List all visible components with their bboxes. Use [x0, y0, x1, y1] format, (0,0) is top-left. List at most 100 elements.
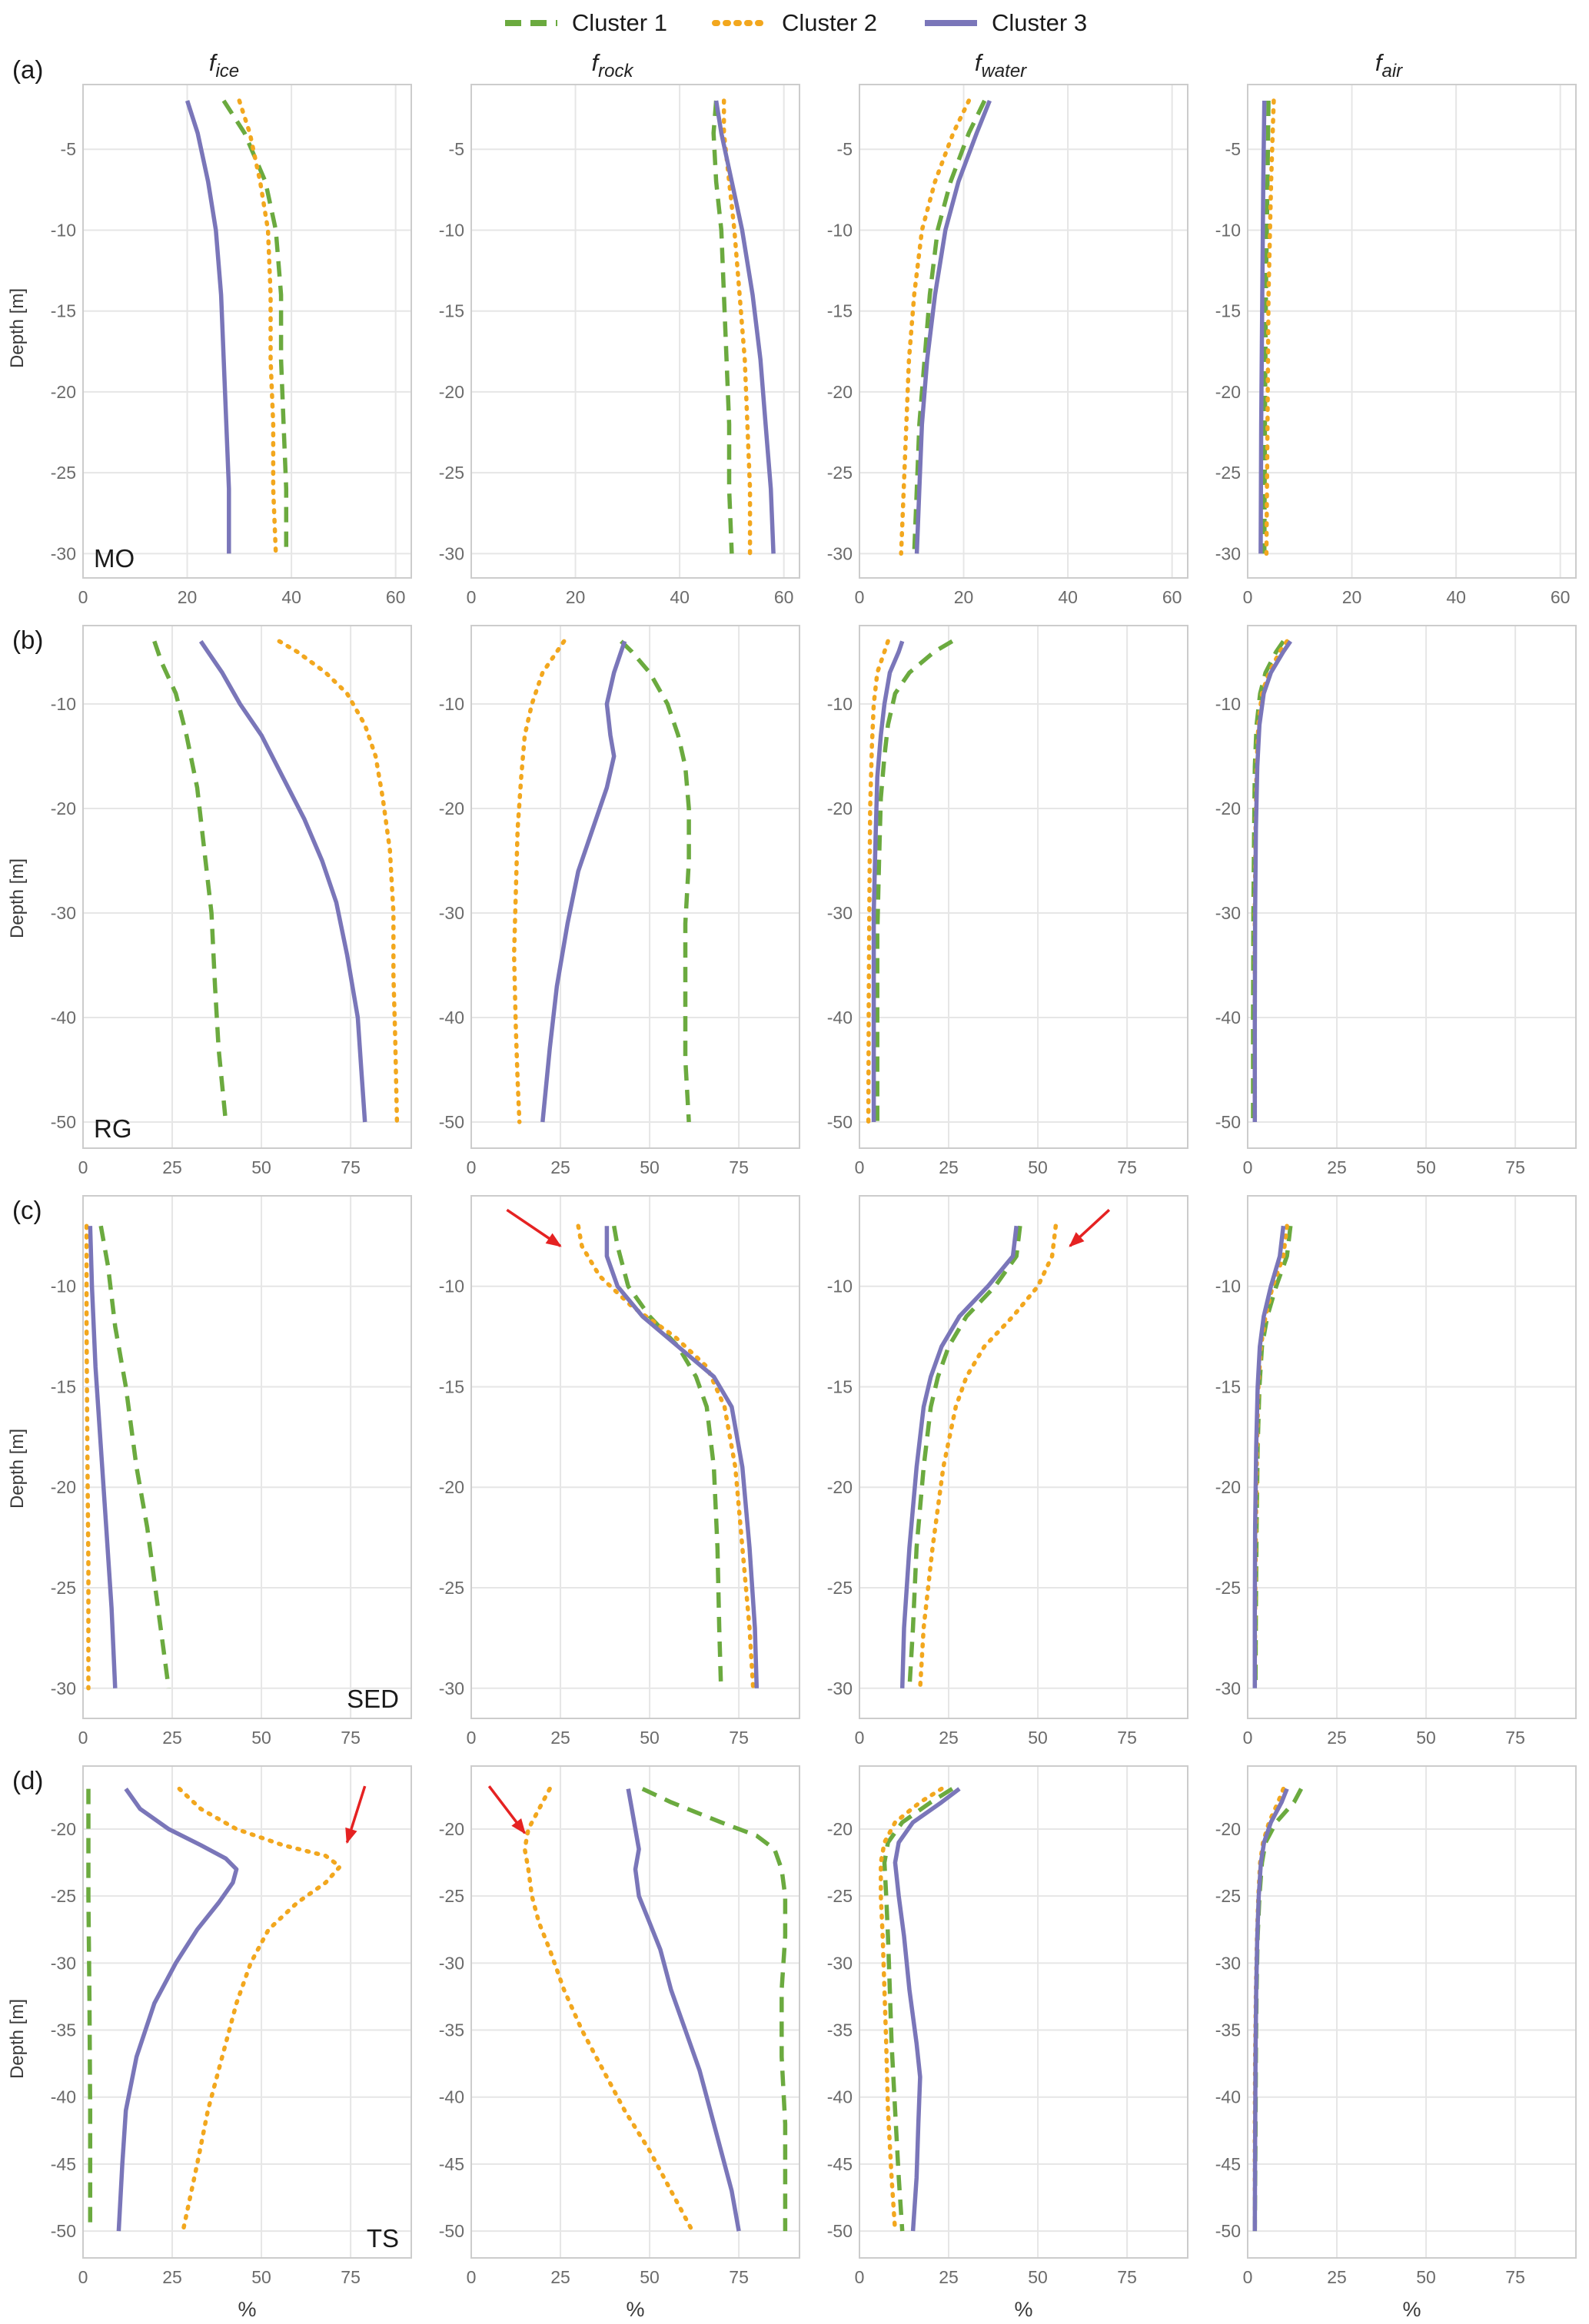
y-tick-label: -20 [51, 1477, 76, 1497]
y-tick-label: -25 [1215, 1886, 1241, 1906]
x-tick-label: 50 [640, 1728, 660, 1748]
y-tick-label: -30 [827, 1953, 853, 1973]
column-title-f_water: fwater [975, 49, 1027, 81]
panel-rg-f_air: -10 -20 -30 -40 -50 0 25 50 75 [1215, 625, 1577, 1177]
series-cluster-2 [576, 1223, 756, 1691]
series-cluster-2 [177, 1786, 342, 2233]
y-tick-label: -5 [449, 139, 464, 159]
legend-label: Cluster 2 [781, 9, 878, 36]
y-tick-label: -30 [51, 1953, 76, 1973]
y-tick-label: -20 [439, 1819, 464, 1839]
x-tick-label: 75 [1505, 1728, 1525, 1748]
y-tick-label: -10 [439, 1277, 464, 1296]
series-cluster-2 [511, 639, 567, 1124]
column-title-f_rock: frock [592, 49, 635, 81]
panel-letter: (d) [12, 1766, 44, 1794]
y-tick-label: -30 [827, 1678, 853, 1698]
x-tick-label: 50 [251, 1728, 271, 1748]
annotation-arrow-icon [345, 1785, 367, 1844]
x-tick-label: 75 [729, 1728, 749, 1748]
legend: Cluster 1 Cluster 2 Cluster 3 [0, 0, 1589, 43]
y-tick-label: -15 [51, 301, 76, 321]
x-tick-label: 20 [1342, 587, 1362, 607]
x-tick-label: 40 [670, 587, 690, 607]
y-tick-label: -30 [827, 543, 853, 563]
x-tick-label: 0 [855, 2267, 865, 2287]
series-cluster-3 [914, 99, 992, 554]
column-title-f_air: fair [1375, 49, 1403, 81]
x-tick-label: 75 [341, 1728, 361, 1748]
series-cluster-1 [221, 99, 289, 554]
series-cluster-2 [1264, 98, 1276, 556]
y-tick-label: -40 [51, 1008, 76, 1028]
y-tick-label: -25 [439, 1886, 464, 1906]
y-tick-label: -20 [827, 382, 853, 402]
panel-ts-f_ice: -20 -25 -30 -35 -40 -45 -50 0 25 50 75% TS [51, 1765, 412, 2321]
x-tick-label: 0 [1243, 1157, 1253, 1177]
y-tick-label: -10 [827, 694, 853, 714]
panel-letter: (a) [12, 55, 44, 84]
y-tick-label: -30 [51, 1678, 76, 1698]
y-tick-label: -20 [1215, 1819, 1241, 1839]
x-tick-label: 50 [1416, 1728, 1436, 1748]
x-tick-label: 0 [855, 1728, 865, 1748]
series-cluster-3 [1252, 1225, 1286, 1688]
panel-ts-f_water: -20 -25 -30 -35 -40 -45 -50 0 25 50 75% [827, 1765, 1188, 2321]
site-label: TS [367, 2224, 399, 2253]
x-tick-label: 60 [386, 587, 406, 607]
y-tick-label: -40 [1215, 1008, 1241, 1028]
y-tick-label: -30 [439, 1953, 464, 1973]
series-cluster-2 [899, 98, 972, 556]
x-axis-label: % [1014, 2298, 1032, 2321]
series-cluster-3 [540, 640, 627, 1123]
x-tick-label: 0 [78, 1157, 88, 1177]
annotation-arrow-icon [1069, 1209, 1111, 1247]
legend-item-cluster-3: Cluster 3 [922, 9, 1087, 37]
y-tick-label: -15 [439, 1376, 464, 1396]
x-tick-label: 25 [1327, 2267, 1347, 2287]
y-tick-label: -25 [51, 1886, 76, 1906]
series-cluster-1 [882, 1787, 954, 2232]
x-tick-label: 60 [1162, 587, 1182, 607]
series-cluster-3 [899, 1225, 1019, 1688]
series-cluster-3 [198, 639, 367, 1123]
y-tick-label: -50 [1215, 2221, 1241, 2241]
y-tick-label: -45 [439, 2154, 464, 2174]
x-tick-label: 20 [954, 587, 974, 607]
legend-label: Cluster 3 [992, 9, 1088, 36]
y-tick-label: -25 [439, 1578, 464, 1598]
x-tick-label: 50 [1416, 1157, 1436, 1177]
x-tick-label: 25 [939, 2267, 959, 2287]
x-tick-label: 75 [1117, 1728, 1137, 1748]
x-tick-label: 50 [640, 1157, 660, 1177]
y-tick-label: -30 [1215, 1953, 1241, 1973]
y-tick-label: -20 [51, 382, 76, 402]
y-tick-label: -15 [1215, 301, 1241, 321]
y-tick-label: -20 [439, 1477, 464, 1497]
y-tick-label: -50 [51, 2221, 76, 2241]
y-tick-label: -10 [1215, 1277, 1241, 1296]
panel-mo-f_rock: -5 -10 -15 -20 -25 -30 0 20 40 60 frock [439, 49, 800, 607]
y-tick-label: -40 [1215, 2087, 1241, 2107]
y-tick-label: -45 [51, 2154, 76, 2174]
series-cluster-3 [1252, 639, 1292, 1122]
legend-line-sample [711, 20, 770, 26]
x-tick-label: 25 [1327, 1157, 1347, 1177]
x-tick-label: 25 [162, 1157, 182, 1177]
x-tick-label: 0 [855, 1157, 865, 1177]
x-tick-label: 40 [1058, 587, 1078, 607]
x-tick-label: 0 [1243, 1728, 1253, 1748]
x-tick-label: 50 [1028, 1157, 1048, 1177]
y-tick-label: -25 [51, 1578, 76, 1598]
y-tick-label: -50 [1215, 1112, 1241, 1132]
x-tick-label: 25 [550, 2267, 570, 2287]
y-tick-label: -30 [439, 903, 464, 923]
series-cluster-3 [871, 640, 905, 1122]
x-tick-label: 75 [729, 2267, 749, 2287]
y-axis-label: Depth [m] [7, 287, 28, 369]
y-tick-label: -40 [827, 2087, 853, 2107]
y-tick-label: -30 [51, 543, 76, 563]
x-tick-label: 0 [855, 587, 865, 607]
site-label: SED [347, 1685, 399, 1713]
y-tick-label: -10 [51, 220, 76, 240]
